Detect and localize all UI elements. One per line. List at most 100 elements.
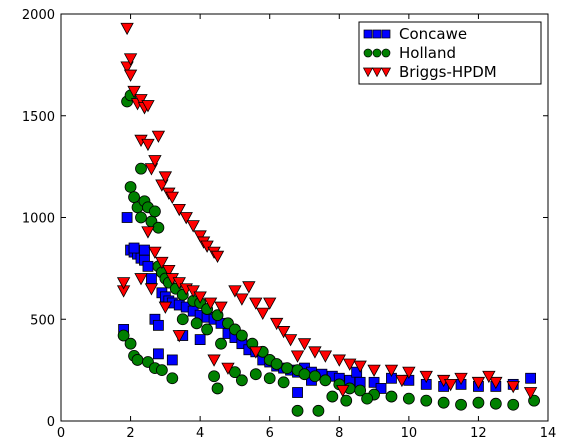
data-point: [472, 396, 485, 409]
data-point: [141, 138, 155, 152]
data-point: [210, 250, 225, 264]
series-briggs-hpdm: [116, 22, 538, 400]
data-point: [385, 390, 398, 403]
legend-marker: [371, 67, 383, 78]
data-point: [292, 387, 303, 398]
legend-label: Briggs-HPDM: [399, 63, 497, 81]
data-point: [135, 162, 147, 175]
data-point: [214, 301, 228, 314]
data-point: [235, 293, 249, 306]
data-point: [277, 376, 290, 389]
data-point: [116, 277, 131, 290]
data-point: [155, 256, 169, 270]
data-point: [152, 348, 164, 360]
data-point: [353, 360, 367, 373]
data-point: [343, 358, 357, 371]
x-tick-label: 12: [470, 426, 487, 441]
data-point: [152, 319, 164, 331]
data-point: [165, 191, 179, 204]
data-point: [203, 297, 218, 310]
data-point: [186, 220, 200, 233]
y-tick-label: 1500: [22, 110, 55, 125]
data-point: [190, 317, 203, 330]
data-point: [228, 285, 242, 298]
data-point: [395, 374, 409, 388]
data-point: [336, 385, 350, 398]
data-point: [455, 398, 467, 411]
data-point: [249, 368, 262, 381]
data-point: [172, 277, 186, 290]
data-point: [298, 368, 311, 381]
data-point: [155, 364, 168, 377]
data-point: [235, 374, 248, 387]
data-point: [128, 242, 140, 254]
legend-marker: [381, 48, 391, 58]
data-point: [141, 100, 155, 113]
data-point: [151, 130, 166, 143]
data-point: [402, 366, 416, 379]
data-point: [270, 358, 283, 370]
data-point: [215, 337, 227, 350]
data-point: [489, 397, 502, 410]
legend-label: Concawe: [399, 25, 467, 43]
data-point: [120, 22, 134, 36]
data-point: [146, 273, 157, 284]
data-point: [309, 370, 321, 383]
legend-entry: Briggs-HPDM: [362, 63, 497, 81]
data-point: [482, 370, 496, 384]
legend-marker: [363, 29, 373, 39]
data-point: [249, 346, 263, 359]
legend-marker: [362, 67, 374, 78]
data-point: [193, 291, 207, 304]
data-point: [506, 381, 520, 394]
data-point: [489, 376, 503, 390]
data-point: [121, 212, 133, 223]
data-point: [123, 69, 138, 82]
data-point: [263, 372, 276, 385]
y-tick-label: 1000: [22, 212, 55, 227]
data-point: [193, 230, 207, 243]
data-point: [326, 390, 339, 403]
y-tick-label: 500: [30, 313, 55, 328]
x-tick-label: 4: [196, 426, 204, 441]
data-point: [308, 346, 322, 359]
data-point: [367, 364, 381, 377]
data-point: [256, 307, 270, 320]
data-point: [211, 382, 224, 395]
legend-marker: [380, 67, 392, 78]
x-tick-label: 10: [401, 426, 418, 441]
data-point: [124, 181, 137, 193]
data-point: [249, 297, 263, 310]
x-tick-label: 8: [335, 426, 343, 441]
data-point: [135, 211, 147, 224]
data-point: [242, 281, 256, 294]
data-point: [152, 221, 165, 234]
y-tick-label: 2000: [22, 8, 55, 23]
data-point: [144, 283, 159, 296]
data-point: [127, 85, 141, 99]
data-point: [420, 394, 433, 407]
data-point: [158, 171, 173, 184]
data-point: [351, 366, 363, 378]
legend-entry: Concawe: [363, 25, 467, 43]
data-point: [134, 94, 148, 107]
data-point: [525, 372, 537, 384]
x-tick-label: 14: [540, 426, 557, 441]
data-point: [419, 370, 433, 384]
data-point: [172, 330, 186, 343]
data-point: [123, 53, 138, 66]
legend-marker: [381, 29, 391, 39]
data-point: [186, 285, 200, 298]
data-point: [340, 394, 353, 407]
data-point: [354, 384, 367, 397]
data-point: [134, 273, 148, 286]
legend-marker: [372, 48, 382, 58]
data-point: [141, 226, 155, 239]
data-point: [162, 265, 176, 278]
data-point: [179, 212, 193, 225]
data-point: [124, 337, 137, 350]
data-point: [318, 350, 333, 363]
data-point: [131, 354, 144, 366]
data-point: [332, 354, 346, 367]
